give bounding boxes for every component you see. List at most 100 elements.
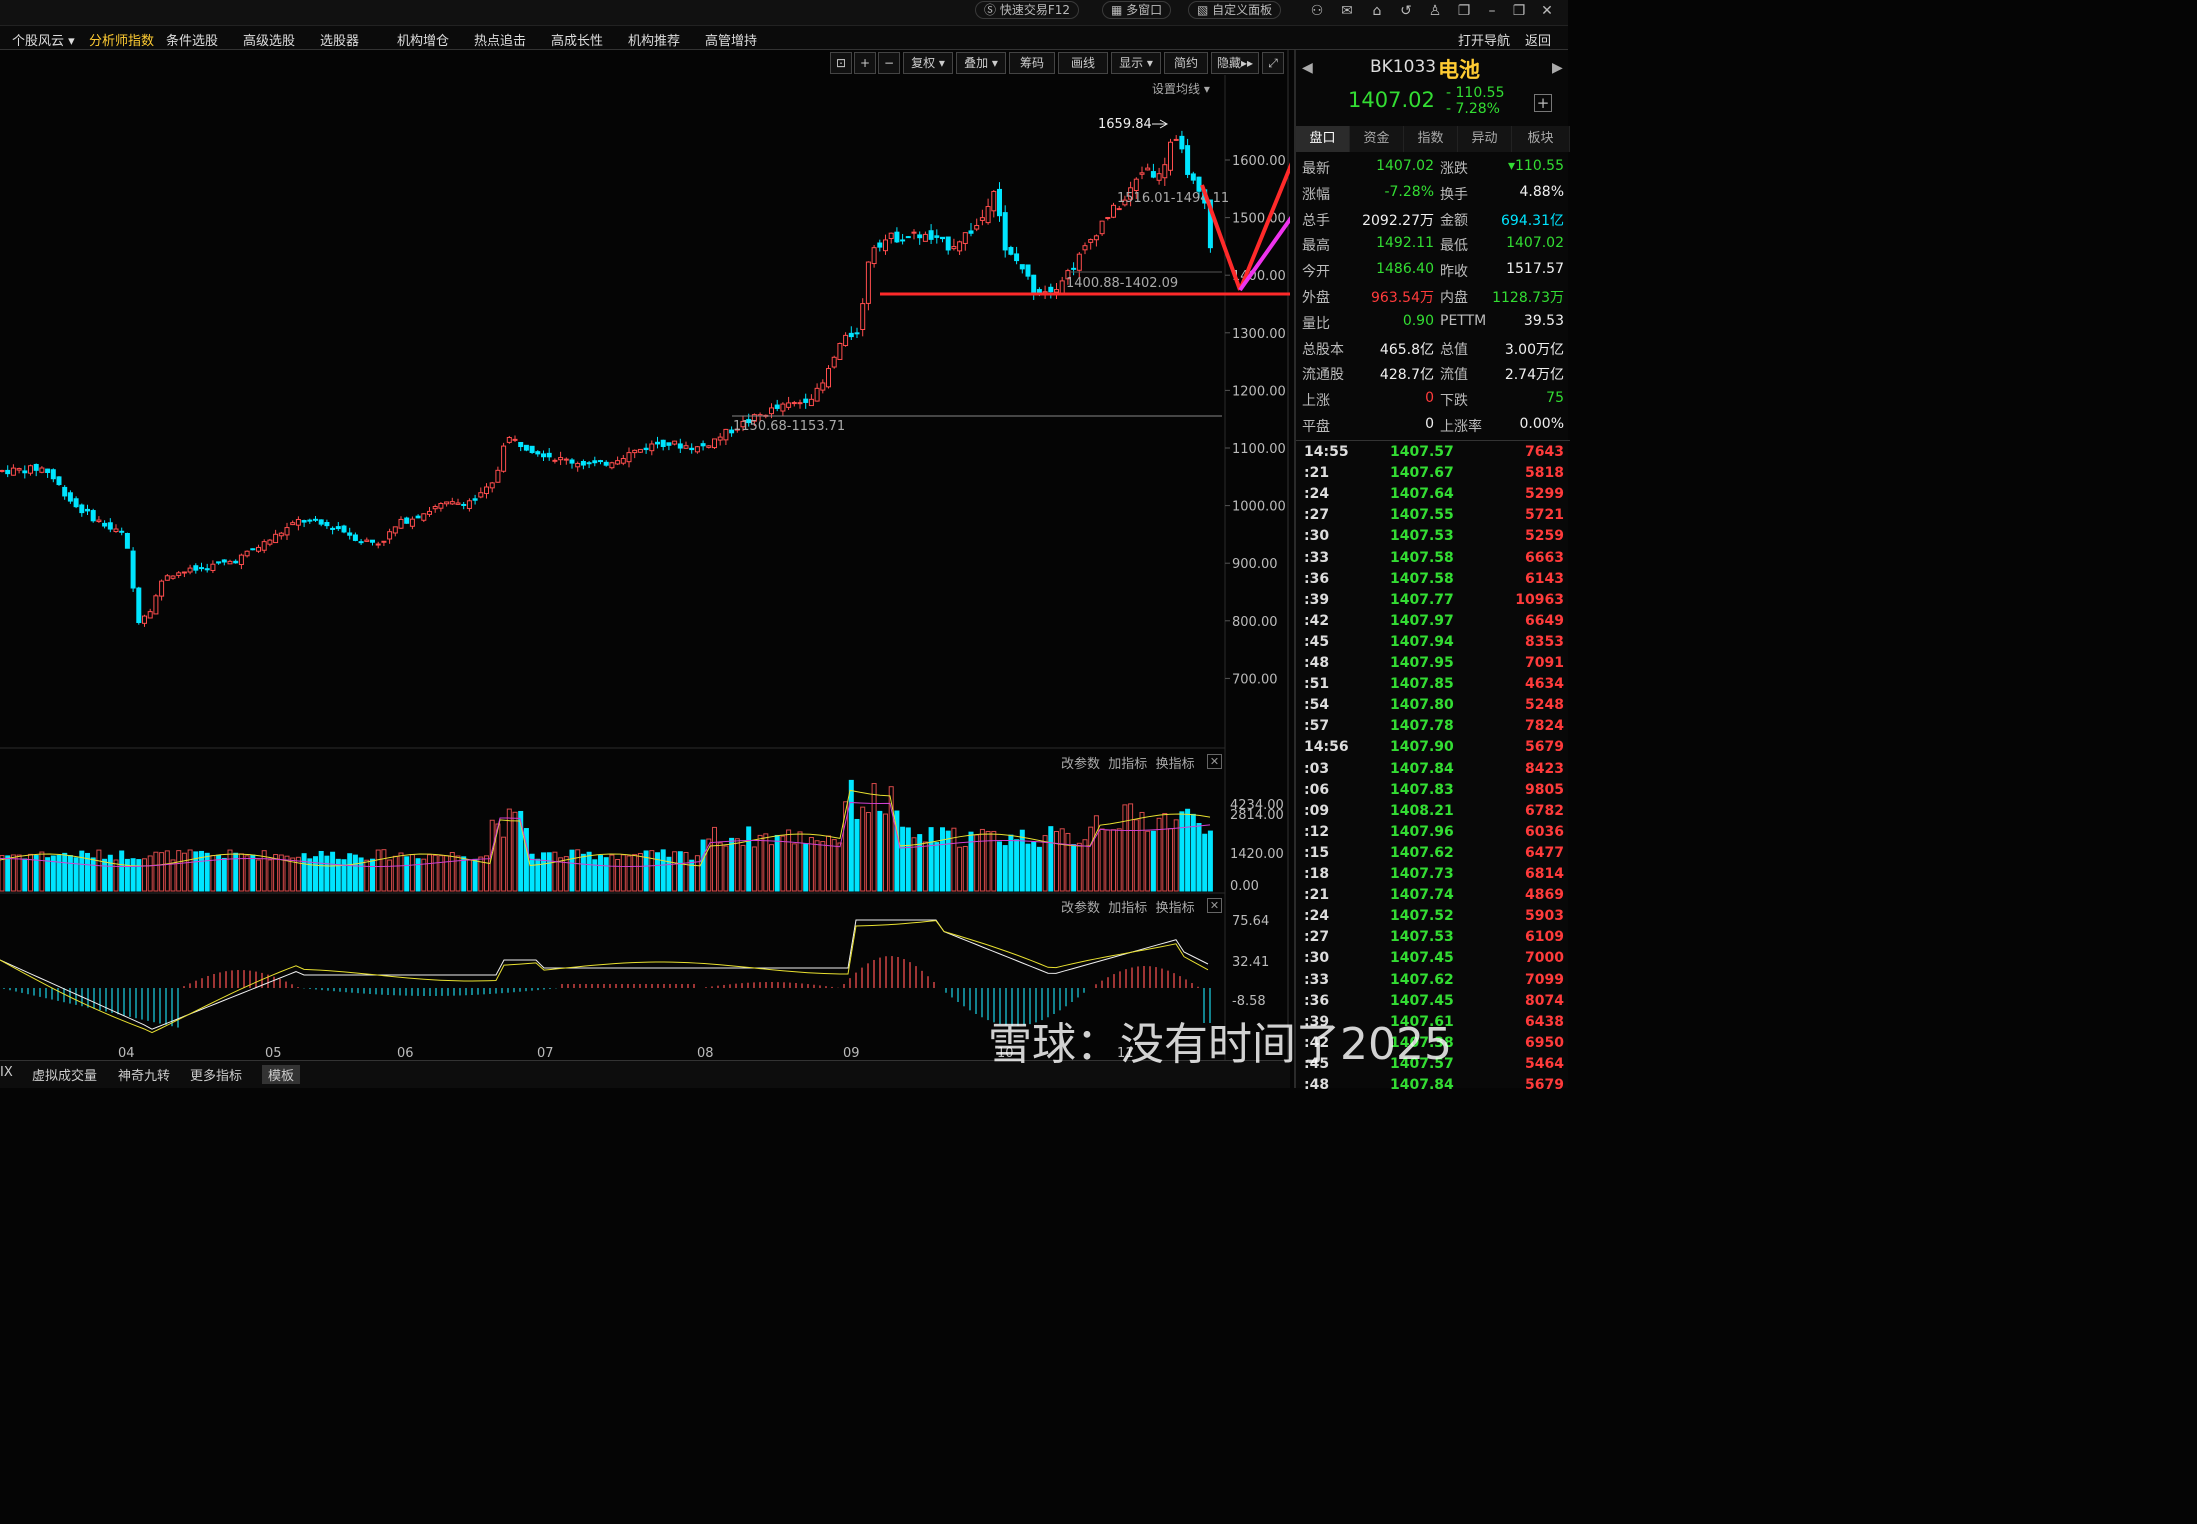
month-label: 05	[265, 1046, 282, 1060]
tab-anomaly[interactable]: 异动	[1458, 126, 1512, 152]
draw-button[interactable]: 画线	[1058, 52, 1108, 74]
restore-small-icon[interactable]: ❐	[1457, 3, 1471, 19]
candle-body	[1093, 235, 1099, 241]
volume-bar	[1139, 811, 1145, 892]
candle-body	[1105, 216, 1111, 219]
next-stock-icon[interactable]: ▶	[1552, 60, 1563, 76]
add-watchlist-icon[interactable]: +	[1534, 94, 1552, 112]
prev-stock-icon[interactable]: ◀	[1302, 60, 1313, 76]
candle-body	[603, 461, 609, 466]
menu-condition-select[interactable]: 条件选股	[166, 34, 219, 49]
menu-stock-picker[interactable]: 选股器	[320, 34, 360, 49]
hide-button[interactable]: 隐藏▸▸	[1211, 52, 1259, 74]
month-label: 09	[843, 1046, 860, 1060]
tick-cell: 5299	[1525, 486, 1564, 503]
candle-body	[615, 460, 621, 465]
macd-close-icon[interactable]: ✕	[1207, 898, 1222, 913]
zoom-in-icon[interactable]: +	[854, 52, 876, 74]
maximize-icon[interactable]: ❐	[1512, 3, 1526, 19]
close-icon[interactable]: ✕	[1541, 3, 1553, 19]
volume-bar	[62, 852, 68, 892]
menu-exec-increase[interactable]: 高管增持	[705, 34, 758, 49]
adjust-button[interactable]: 复权 ▾	[903, 52, 953, 74]
tab-sector[interactable]: 板块	[1512, 126, 1570, 152]
candle-body	[216, 561, 222, 564]
tick-cell: 6438	[1525, 1013, 1564, 1030]
volume-bar	[45, 857, 51, 892]
candle-body	[546, 452, 552, 458]
lock-icon[interactable]: ⊡	[830, 52, 852, 74]
ind-virtual-volume[interactable]: 虚拟成交量	[32, 1069, 98, 1084]
menu-institution-recommend[interactable]: 机构推荐	[628, 34, 681, 49]
ind-more[interactable]: 更多指标	[190, 1069, 243, 1084]
vol-edit-params[interactable]: 改参数	[1061, 757, 1101, 772]
menu-high-growth[interactable]: 高成长性	[551, 34, 604, 49]
candle-body	[580, 461, 586, 466]
mail-icon[interactable]: ✉	[1341, 3, 1353, 19]
quote-value: 1492.11	[1376, 235, 1434, 252]
menu-advanced-select[interactable]: 高级选股	[243, 34, 296, 49]
candle-body	[529, 445, 535, 453]
ind-ix[interactable]: IX	[0, 1065, 13, 1080]
candle-body	[1002, 212, 1008, 251]
volume-bar	[541, 852, 546, 892]
macd-edit-params[interactable]: 改参数	[1061, 901, 1101, 916]
tick-row: :39 1407.77 10963	[1296, 590, 1570, 611]
vol-close-icon[interactable]: ✕	[1207, 754, 1222, 769]
multi-window-button[interactable]: ▦ 多窗口	[1102, 1, 1172, 19]
candle-body	[461, 503, 467, 506]
menu-analyst-index[interactable]: 分析师指数	[89, 34, 155, 49]
fullscreen-icon[interactable]: ⤢	[1262, 52, 1284, 74]
macd-switch-indicator[interactable]: 换指标	[1155, 901, 1195, 916]
menu-institution-add[interactable]: 机构增仓	[397, 34, 450, 49]
volume-bar	[729, 837, 735, 892]
macd-dif-line	[0, 919, 1209, 1030]
tab-index[interactable]: 指数	[1404, 126, 1458, 152]
chips-button[interactable]: 筹码	[1009, 52, 1055, 74]
candle-body	[1082, 245, 1088, 251]
tab-orderbook[interactable]: 盘口	[1296, 126, 1350, 152]
zoom-out-icon[interactable]: −	[878, 52, 900, 74]
candle-body	[1190, 173, 1196, 181]
volume-bar	[204, 852, 210, 892]
tab-funds[interactable]: 资金	[1350, 126, 1404, 152]
tick-row: :21 1407.67 5818	[1296, 463, 1570, 484]
quote-value: ▾110.55	[1507, 158, 1564, 174]
ind-nine-turn[interactable]: 神奇九转	[118, 1069, 171, 1084]
user-icon[interactable]: ⚇	[1310, 3, 1324, 19]
vol-add-indicator[interactable]: 加指标	[1108, 757, 1148, 772]
ma-setting-button[interactable]: 设置均线 ▾	[1152, 82, 1210, 96]
volume-bar	[427, 854, 432, 892]
menu-hot-chase[interactable]: 热点追击	[474, 34, 527, 49]
back-button[interactable]: 返回	[1525, 34, 1552, 49]
last-price: 1407.02	[1348, 88, 1435, 112]
open-nav-button[interactable]: 打开导航	[1458, 34, 1511, 49]
undo-icon[interactable]: ↺	[1400, 3, 1412, 19]
candle-body	[256, 546, 261, 552]
candle-body	[85, 508, 90, 512]
macd-add-indicator[interactable]: 加指标	[1108, 901, 1148, 916]
quote-row: 总股本 465.8亿 总值 3.00万亿	[1296, 335, 1570, 361]
volume-bar	[187, 849, 193, 892]
volume-bar	[1002, 845, 1008, 892]
quote-label: 内盘	[1440, 290, 1468, 306]
shirt-icon[interactable]: ♙	[1428, 3, 1442, 19]
candle-body	[706, 445, 712, 448]
candle-body	[751, 414, 757, 422]
macd-tick-label: 32.41	[1232, 955, 1269, 970]
overlay-button[interactable]: 叠加 ▾	[956, 52, 1006, 74]
minimize-icon[interactable]: –	[1488, 3, 1496, 19]
menu-stock-news[interactable]: 个股风云 ▾	[12, 34, 75, 49]
kline-chart[interactable]: 1600.00 1500.00 1400.00 1300.00 1200.00 1100.…	[0, 50, 1290, 1060]
volume-bar	[575, 849, 581, 892]
candle-body	[740, 420, 746, 428]
tick-row: :51 1407.85 4634	[1296, 674, 1570, 695]
quick-trade-button[interactable]: Ⓢ 快速交易F12	[975, 1, 1080, 19]
simple-button[interactable]: 简约	[1164, 52, 1208, 74]
display-button[interactable]: 显示 ▾	[1111, 52, 1161, 74]
ind-template[interactable]: 模板	[262, 1065, 301, 1084]
custom-panel-button[interactable]: ▧ 自定义面板	[1188, 1, 1282, 19]
volume-bar	[580, 853, 586, 892]
home-icon[interactable]: ⌂	[1372, 3, 1382, 19]
vol-switch-indicator[interactable]: 换指标	[1155, 757, 1195, 772]
